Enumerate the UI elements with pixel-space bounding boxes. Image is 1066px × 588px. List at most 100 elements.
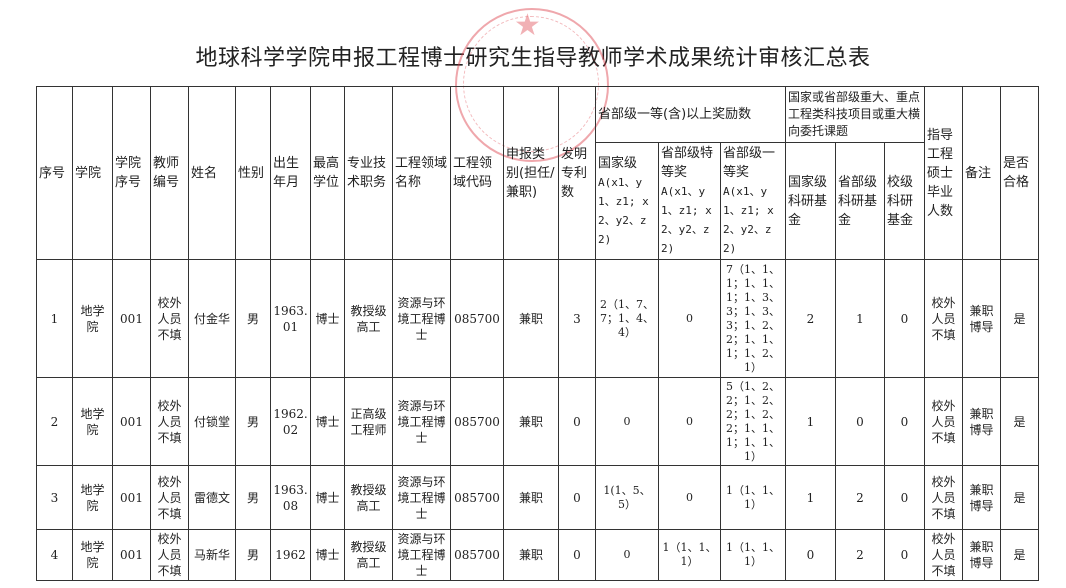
header-birth: 出生年月 xyxy=(270,86,311,260)
cell-award-special: 0 xyxy=(658,465,721,530)
cell-degree: 博士 xyxy=(310,377,345,466)
cell-patents: 0 xyxy=(558,465,596,530)
cell-type: 兼职 xyxy=(503,259,559,378)
cell-name: 付金华 xyxy=(188,259,236,378)
cell-patents: 0 xyxy=(558,377,596,466)
cell-degree: 博士 xyxy=(310,259,345,378)
table-body: 1 地学院 001 校外人员不填 付金华男 1963.01 博士 教授级高工 资源与环境工程博士… xyxy=(36,259,1039,581)
cell-patents: 0 xyxy=(558,529,596,581)
cell-award-national: 0 xyxy=(595,529,659,581)
header-remark: 备注 xyxy=(962,86,1001,260)
cell-fund-school: 0 xyxy=(884,377,925,466)
cell-remark: 兼职博导 xyxy=(962,529,1001,581)
header-teacher-id: 教师编号 xyxy=(150,86,189,260)
table-row: 2 地学院 001 校外人员不填 付锁堂男 1962.02 博士 正高级工程师 资源与环境工程博… xyxy=(36,377,1039,466)
cell-seq: 2 xyxy=(36,377,73,466)
cell-type: 兼职 xyxy=(503,465,559,530)
header-field-name: 工程领域名称 xyxy=(392,86,451,260)
header-award-special: 省部级特等奖 A(x1、y1、z1; x2、y2、z2) xyxy=(658,142,721,260)
header-fund-school: 校级科研基金 xyxy=(884,142,925,260)
star-icon: ★ xyxy=(514,8,541,43)
cell-college: 地学院 xyxy=(72,465,113,530)
cell-remark: 兼职博导 xyxy=(962,465,1001,530)
award-national-label: 国家级 xyxy=(598,155,638,171)
cell-gender: 男 xyxy=(235,465,271,530)
header-awards-group: 省部级一等(含)以上奖励数 xyxy=(595,86,786,143)
header-college: 学院 xyxy=(72,86,113,260)
cell-field-name: 资源与环境工程博士 xyxy=(392,529,451,581)
table-row: 4 地学院 001 校外人员不填 马新华男 1962 博士 教授级高工 资源与环境工程博士 085… xyxy=(36,529,1039,581)
cell-field-code: 085700 xyxy=(450,259,504,378)
cell-fund-national: 1 xyxy=(785,465,836,530)
cell-qualified: 是 xyxy=(1000,377,1039,466)
cell-seq: 3 xyxy=(36,465,73,530)
header-college-seq: 学院序号 xyxy=(112,86,151,260)
cell-birth: 1962.02 xyxy=(270,377,311,466)
cell-college: 地学院 xyxy=(72,259,113,378)
header-type: 申报类别(担任/兼职) xyxy=(503,86,559,260)
cell-type: 兼职 xyxy=(503,529,559,581)
cell-college-seq: 001 xyxy=(112,529,151,581)
header-gender: 性别 xyxy=(235,86,271,260)
header-qualified: 是否合格 xyxy=(1000,86,1039,260)
cell-degree: 博士 xyxy=(310,465,345,530)
cell-award-national: 0 xyxy=(595,377,659,466)
cell-field-name: 资源与环境工程博士 xyxy=(392,377,451,466)
cell-remark: 兼职博导 xyxy=(962,377,1001,466)
cell-qualified: 是 xyxy=(1000,529,1039,581)
cell-title: 正高级工程师 xyxy=(344,377,393,466)
award-special-format: A(x1、y1、z1; x2、y2、z2) xyxy=(661,185,712,255)
cell-title: 教授级高工 xyxy=(344,465,393,530)
cell-graduates: 校外人员不填 xyxy=(924,259,963,378)
header-seq: 序号 xyxy=(36,86,73,260)
award-first-label: 省部级一等奖 xyxy=(723,146,776,180)
page-title: 地球科学学院申报工程博士研究生指导教师学术成果统计审核汇总表 xyxy=(195,46,871,71)
cell-fund-school: 0 xyxy=(884,259,925,378)
cell-college-seq: 001 xyxy=(112,377,151,466)
cell-college-seq: 001 xyxy=(112,259,151,378)
cell-birth: 1963.01 xyxy=(270,259,311,378)
header-name: 姓名 xyxy=(188,86,236,260)
cell-name: 马新华 xyxy=(188,529,236,581)
cell-fund-national: 1 xyxy=(785,377,836,466)
table-header: 序号 学院 学院序号 教师编号 姓名 性别 出生年月 最高学位 专业技术职务 工… xyxy=(36,86,1039,260)
cell-birth: 1962 xyxy=(270,529,311,581)
cell-graduates: 校外人员不填 xyxy=(924,377,963,466)
cell-fund-provincial: 2 xyxy=(835,465,885,530)
header-award-national: 国家级 A(x1、y1、z1; x2、y2、z2) xyxy=(595,142,659,260)
header-projects-group: 国家或省部级重大、重点工程类科技项目或重大横向委托课题 xyxy=(785,86,925,143)
header-degree: 最高学位 xyxy=(310,86,345,260)
cell-gender: 男 xyxy=(235,377,271,466)
header-patents: 发明专利数 xyxy=(558,86,596,260)
header-title: 专业技术职务 xyxy=(344,86,393,260)
cell-fund-national: 2 xyxy=(785,259,836,378)
cell-fund-provincial: 1 xyxy=(835,259,885,378)
cell-award-first: 1（1、1、1） xyxy=(720,529,786,581)
cell-award-first: 5（1、2、2；1、2、2；1、2、2；1、1、1；1、1、1） xyxy=(720,377,786,466)
cell-college: 地学院 xyxy=(72,529,113,581)
cell-award-first: 7（1、1、1；1、1、1；1、3、3；1、3、3；1、2、2；1、1、1；1、… xyxy=(720,259,786,378)
header-fund-provincial: 省部级科研基金 xyxy=(835,142,885,260)
cell-field-code: 085700 xyxy=(450,465,504,530)
award-first-format: A(x1、y1、z1; x2、y2、z2) xyxy=(723,185,774,255)
award-national-format: A(x1、y1、z1; x2、y2、z2) xyxy=(598,175,649,246)
summary-table: 序号 学院 学院序号 教师编号 姓名 性别 出生年月 最高学位 专业技术职务 工… xyxy=(36,86,1039,581)
cell-field-code: 085700 xyxy=(450,529,504,581)
cell-award-special: 0 xyxy=(658,377,721,466)
cell-qualified: 是 xyxy=(1000,259,1039,378)
cell-field-name: 资源与环境工程博士 xyxy=(392,259,451,378)
table-row: 3 地学院 001 校外人员不填 雷德文男 1963.08 博士 教授级高工 资源与环境工程博士… xyxy=(36,465,1039,530)
cell-college: 地学院 xyxy=(72,377,113,466)
cell-award-special: 0 xyxy=(658,259,721,378)
cell-award-national: 2（1、7、7；1、4、4） xyxy=(595,259,659,378)
cell-fund-provincial: 0 xyxy=(835,377,885,466)
cell-patents: 3 xyxy=(558,259,596,378)
cell-teacher-id: 校外人员不填 xyxy=(150,465,189,530)
cell-award-special: 1（1、1、1） xyxy=(658,529,721,581)
header-award-first: 省部级一等奖 A(x1、y1、z1; x2、y2、z2) xyxy=(720,142,786,260)
cell-qualified: 是 xyxy=(1000,465,1039,530)
cell-name: 付锁堂 xyxy=(188,377,236,466)
cell-fund-school: 0 xyxy=(884,529,925,581)
cell-field-code: 085700 xyxy=(450,377,504,466)
header-graduates: 指导工程硕士毕业人数 xyxy=(924,86,963,260)
